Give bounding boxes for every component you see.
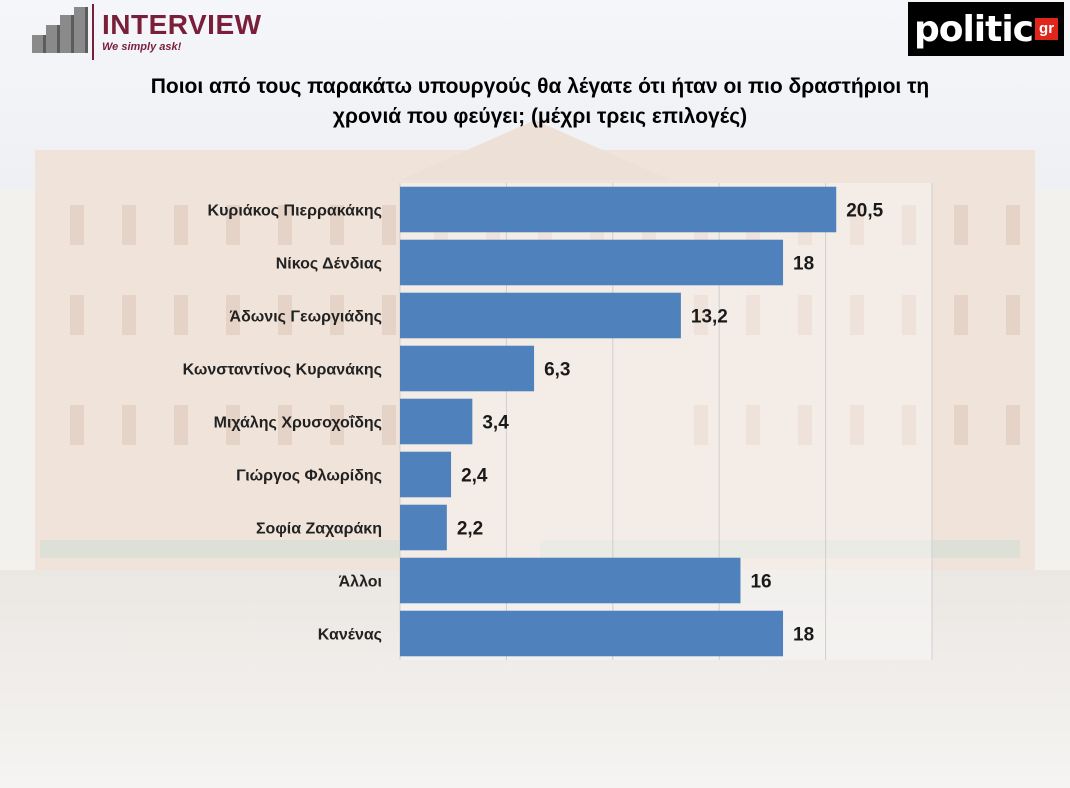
interview-logo-mark	[30, 7, 88, 57]
bar	[400, 239, 784, 286]
bar	[400, 398, 473, 445]
value-label: 2,2	[457, 519, 483, 540]
value-label: 20,5	[846, 201, 883, 222]
interview-logo: INTERVIEW We simply ask!	[30, 4, 262, 60]
value-label: 6,3	[544, 360, 570, 381]
category-label: Κανένας	[318, 627, 382, 644]
bar	[400, 186, 837, 233]
value-label: 2,4	[461, 466, 488, 487]
politic-suffix: gr	[1035, 18, 1059, 40]
value-label: 13,2	[691, 307, 728, 328]
category-label: Άλλοι	[339, 574, 382, 591]
bar	[400, 504, 447, 551]
category-label: Κυριάκος Πιερρακάκης	[208, 203, 382, 220]
value-label: 16	[750, 572, 771, 593]
bar	[400, 451, 452, 498]
category-label: Κωνσταντίνος Κυρανάκης	[183, 362, 382, 379]
chart-title: Ποιοι από τους παρακάτω υπουργούς θα λέγ…	[150, 75, 930, 128]
category-label: Σοφία Ζαχαράκη	[256, 521, 382, 538]
politic-logo: politic gr	[908, 2, 1064, 56]
category-label: Μιχάλης Χρυσοχοΐδης	[214, 415, 382, 432]
value-label: 18	[793, 625, 814, 646]
category-label: Γιώργος Φλωρίδης	[236, 468, 382, 485]
bar	[400, 345, 535, 392]
bar	[400, 292, 681, 339]
interview-tagline: We simply ask!	[102, 41, 182, 53]
value-label: 18	[793, 254, 814, 275]
value-label: 3,4	[482, 413, 509, 434]
politic-brand: politic	[913, 8, 1034, 50]
interview-brand: INTERVIEW	[102, 9, 262, 40]
bar	[400, 610, 784, 657]
bar	[400, 557, 741, 604]
category-label: Άδωνις Γεωργιάδης	[230, 309, 382, 326]
category-label: Νίκος Δένδιας	[276, 256, 382, 273]
